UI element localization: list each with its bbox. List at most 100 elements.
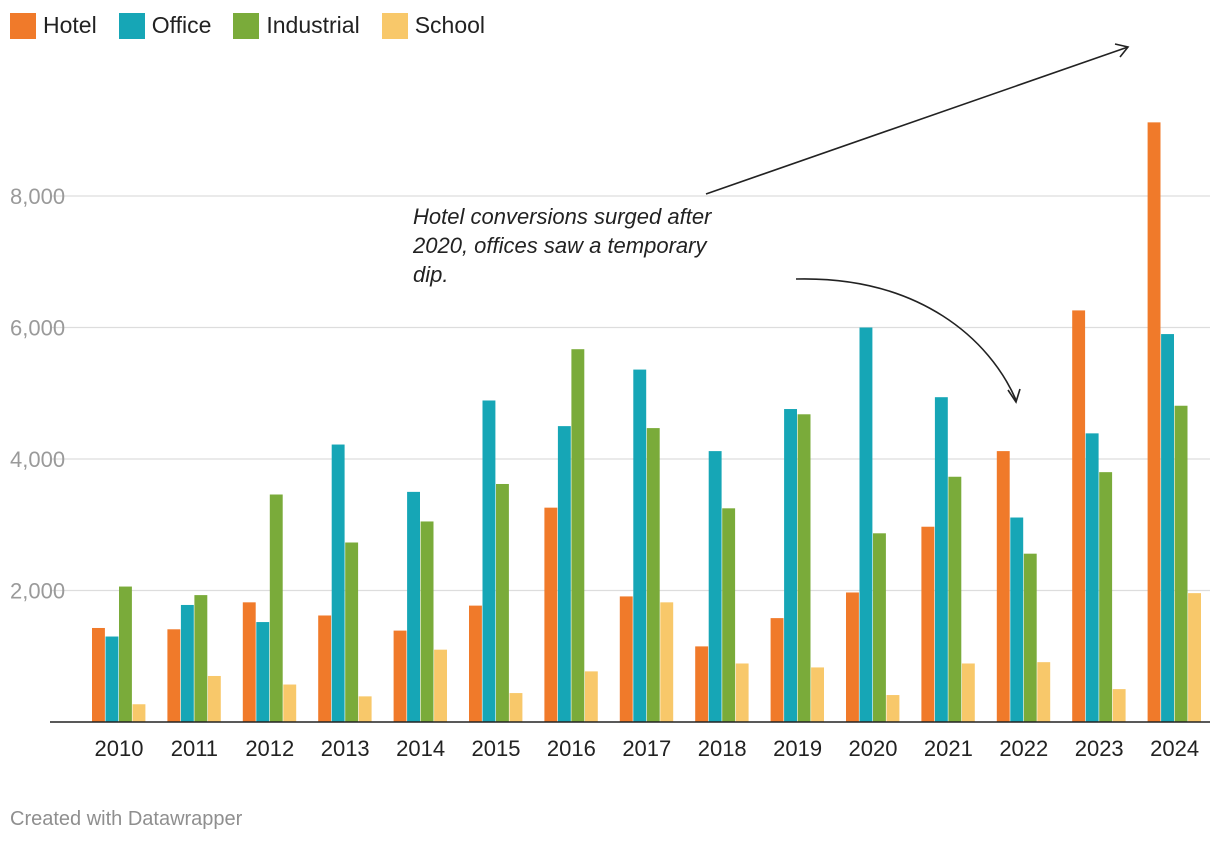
bar-industrial-2023 bbox=[1099, 472, 1113, 722]
bar-hotel-2012 bbox=[242, 602, 256, 722]
legend-item-hotel: Hotel bbox=[10, 12, 97, 39]
legend-item-school: School bbox=[381, 12, 486, 39]
bar-school-2012 bbox=[283, 684, 297, 722]
bar-industrial-2015 bbox=[496, 483, 509, 722]
x-tick-label: 2020 bbox=[849, 736, 898, 761]
x-tick-label: 2011 bbox=[171, 736, 218, 761]
bar-industrial-2020 bbox=[873, 533, 886, 722]
x-tick-label: 2017 bbox=[622, 736, 671, 761]
bar-industrial-2014 bbox=[420, 521, 434, 722]
x-tick-label: 2014 bbox=[396, 736, 445, 761]
bar-school-2023 bbox=[1112, 689, 1126, 722]
legend-swatch-industrial bbox=[233, 12, 260, 39]
bar-school-2014 bbox=[434, 649, 447, 722]
bar-hotel-2019 bbox=[770, 618, 784, 722]
bar-industrial-2021 bbox=[948, 476, 962, 722]
bar-hotel-2024 bbox=[1147, 122, 1161, 723]
y-tick-label: 2,000 bbox=[10, 579, 65, 604]
bar-office-2021 bbox=[934, 397, 948, 722]
legend-swatch-school bbox=[381, 12, 408, 39]
bar-school-2011 bbox=[207, 675, 221, 722]
x-tick-label: 2019 bbox=[773, 736, 822, 761]
y-tick-label: 6,000 bbox=[10, 316, 65, 341]
bars bbox=[92, 122, 1201, 723]
annotation-arrowhead-curve bbox=[1007, 388, 1021, 404]
bar-industrial-2017 bbox=[646, 428, 660, 722]
bar-office-2018 bbox=[708, 451, 722, 722]
bar-hotel-2013 bbox=[318, 615, 332, 722]
bar-hotel-2023 bbox=[1072, 310, 1086, 722]
x-tick-label: 2010 bbox=[95, 736, 144, 761]
x-tick-label: 2024 bbox=[1150, 736, 1199, 761]
bar-hotel-2016 bbox=[544, 507, 558, 722]
bar-school-2013 bbox=[358, 696, 372, 722]
x-tick-label: 2012 bbox=[245, 736, 294, 761]
axes: 2,000 4,000 6,000 8,000 2010 2011 2012 2013 2014… bbox=[10, 184, 1210, 761]
bar-office-2023 bbox=[1085, 433, 1099, 722]
x-tick-label: 2021 bbox=[924, 736, 973, 761]
bar-school-2020 bbox=[886, 695, 900, 722]
bar-industrial-2016 bbox=[571, 349, 585, 722]
bar-office-2010 bbox=[105, 636, 119, 722]
annotation-line: 2020, offices saw a temporary bbox=[412, 233, 708, 258]
bar-school-2019 bbox=[811, 667, 824, 722]
bar-office-2011 bbox=[180, 604, 194, 722]
bar-school-2022 bbox=[1037, 662, 1051, 722]
legend-label-hotel: Hotel bbox=[43, 12, 97, 38]
bar-school-2016 bbox=[584, 671, 598, 722]
bar-hotel-2022 bbox=[996, 451, 1010, 722]
bar-industrial-2012 bbox=[269, 494, 283, 722]
legend-swatch-office bbox=[118, 12, 145, 39]
bar-hotel-2017 bbox=[619, 596, 633, 722]
legend-label-office: Office bbox=[151, 12, 212, 38]
bar-office-2019 bbox=[784, 409, 797, 722]
x-tick-label: 2013 bbox=[321, 736, 370, 761]
legend: Hotel Office Industrial School bbox=[10, 12, 507, 39]
bar-hotel-2020 bbox=[846, 592, 859, 722]
bar-school-2017 bbox=[660, 602, 674, 722]
bar-industrial-2013 bbox=[345, 542, 359, 722]
bar-office-2014 bbox=[407, 491, 420, 722]
bar-school-2021 bbox=[961, 663, 975, 722]
x-tick-label: 2015 bbox=[472, 736, 521, 761]
y-tick-label: 8,000 bbox=[10, 184, 65, 209]
bar-hotel-2010 bbox=[92, 627, 105, 722]
annotation-arrow-curve bbox=[795, 278, 1017, 401]
bar-office-2024 bbox=[1161, 334, 1174, 722]
y-tick-label: 4,000 bbox=[10, 447, 65, 472]
bar-chart: 2,000 4,000 6,000 8,000 2010 2011 2012 2013 2014… bbox=[10, 43, 1210, 761]
legend-label-school: School bbox=[414, 12, 486, 38]
bar-hotel-2021 bbox=[921, 526, 935, 722]
bar-industrial-2022 bbox=[1023, 553, 1037, 722]
annotation-arrowhead-up bbox=[1114, 43, 1130, 58]
bar-school-2024 bbox=[1188, 593, 1201, 722]
x-tick-label: 2022 bbox=[999, 736, 1048, 761]
x-tick-label: 2016 bbox=[547, 736, 596, 761]
bar-industrial-2011 bbox=[194, 595, 208, 722]
bar-office-2015 bbox=[482, 400, 496, 722]
bar-hotel-2018 bbox=[695, 646, 709, 722]
x-tick-label: 2018 bbox=[698, 736, 747, 761]
bar-office-2017 bbox=[633, 369, 647, 722]
bar-school-2010 bbox=[132, 704, 146, 722]
legend-item-office: Office bbox=[118, 12, 212, 39]
bar-office-2013 bbox=[331, 444, 345, 722]
bar-industrial-2019 bbox=[797, 414, 811, 722]
bar-hotel-2015 bbox=[469, 605, 482, 722]
bar-hotel-2014 bbox=[393, 630, 407, 722]
legend-item-industrial: Industrial bbox=[233, 12, 360, 39]
annotation-arrow-up bbox=[705, 46, 1129, 195]
annotation-line: dip. bbox=[413, 262, 448, 287]
bar-industrial-2024 bbox=[1174, 405, 1188, 722]
bar-industrial-2010 bbox=[119, 586, 132, 722]
bar-school-2018 bbox=[735, 663, 749, 722]
legend-swatch-hotel bbox=[10, 12, 36, 39]
annotation-line: Hotel conversions surged after bbox=[413, 204, 713, 229]
bar-office-2012 bbox=[256, 622, 270, 722]
bar-office-2022 bbox=[1010, 517, 1024, 722]
bar-school-2015 bbox=[509, 693, 523, 722]
bar-office-2020 bbox=[859, 327, 873, 722]
bar-office-2016 bbox=[557, 426, 571, 722]
bar-hotel-2011 bbox=[167, 629, 181, 722]
x-tick-label: 2023 bbox=[1075, 736, 1124, 761]
